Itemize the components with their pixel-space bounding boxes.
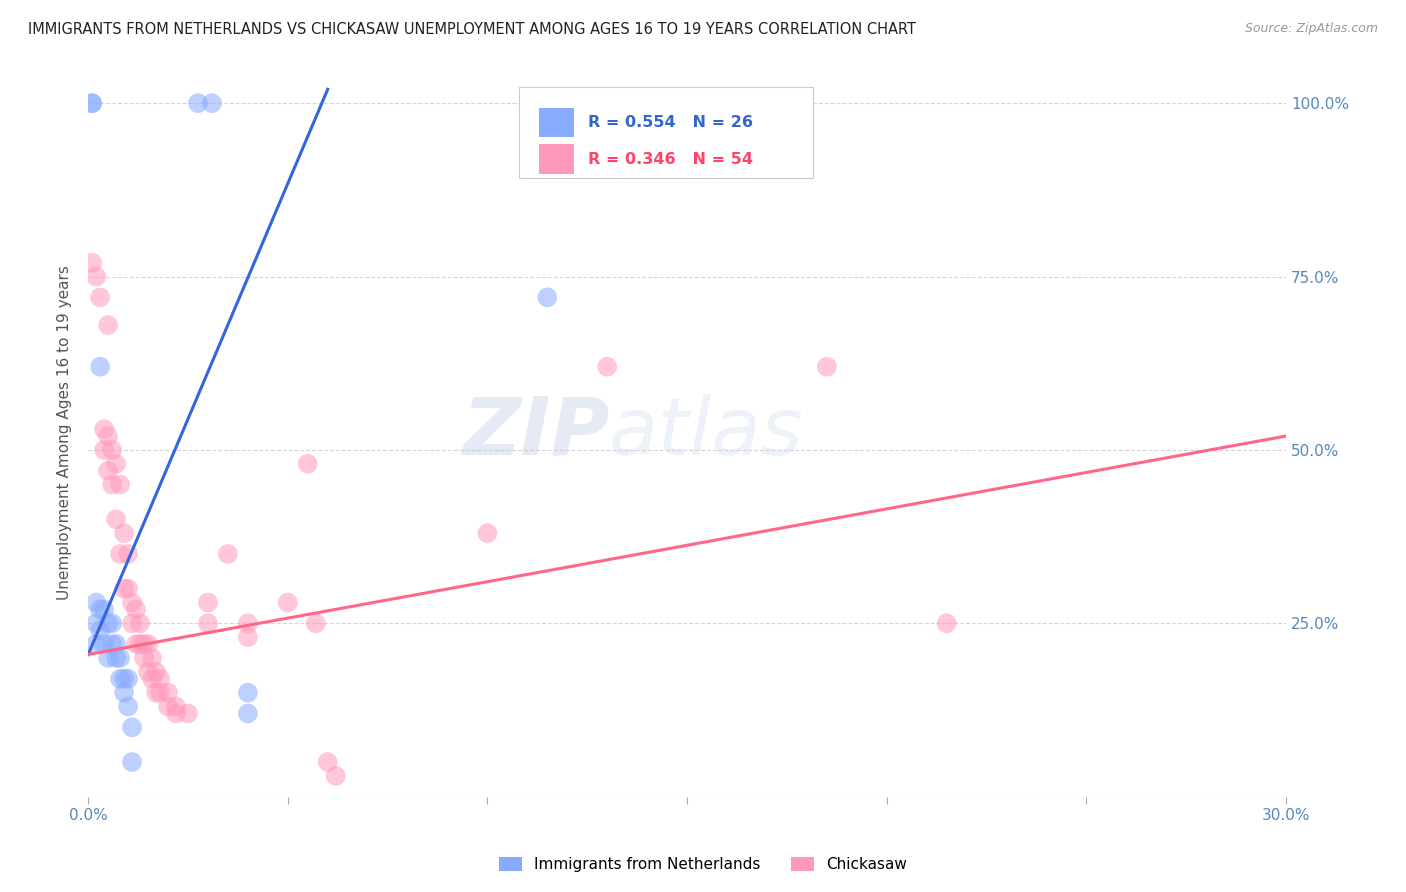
Point [217, 547, 239, 561]
Point [536, 290, 558, 304]
Point [112, 672, 135, 686]
FancyBboxPatch shape [538, 108, 575, 136]
Point [82, 96, 104, 111]
Point [129, 637, 152, 651]
Point [93, 442, 115, 457]
Point [132, 637, 155, 651]
Point [105, 512, 128, 526]
Point [108, 477, 131, 491]
Point [815, 359, 838, 374]
Point [121, 755, 143, 769]
Point [101, 442, 124, 457]
Point [297, 457, 319, 471]
Point [149, 686, 172, 700]
Point [84, 269, 107, 284]
Point [132, 651, 155, 665]
Point [325, 769, 347, 783]
Point [105, 637, 128, 651]
Point [136, 665, 159, 679]
Point [82, 256, 104, 270]
Legend: Immigrants from Netherlands, Chickasaw: Immigrants from Netherlands, Chickasaw [491, 849, 915, 880]
Point [97, 464, 120, 478]
Point [97, 616, 120, 631]
Point [89, 624, 111, 638]
Point [141, 672, 163, 686]
Point [477, 526, 499, 541]
Point [93, 422, 115, 436]
Point [277, 595, 299, 609]
Point [141, 651, 163, 665]
Point [105, 457, 128, 471]
Point [101, 637, 124, 651]
FancyBboxPatch shape [519, 87, 813, 178]
Point [108, 547, 131, 561]
Point [316, 755, 339, 769]
Point [84, 595, 107, 609]
Point [236, 616, 259, 631]
Point [121, 595, 143, 609]
Point [108, 651, 131, 665]
Point [84, 637, 107, 651]
Point [84, 616, 107, 631]
Point [117, 582, 139, 596]
Point [117, 699, 139, 714]
Point [89, 602, 111, 616]
Point [121, 720, 143, 734]
Point [236, 686, 259, 700]
Point [93, 602, 115, 616]
Point [82, 96, 104, 111]
Text: R = 0.346   N = 54: R = 0.346 N = 54 [588, 152, 752, 167]
Point [112, 526, 135, 541]
Point [305, 616, 328, 631]
Point [177, 706, 200, 721]
Point [156, 699, 179, 714]
Point [136, 637, 159, 651]
Point [149, 672, 172, 686]
Point [117, 547, 139, 561]
Point [117, 672, 139, 686]
Text: Source: ZipAtlas.com: Source: ZipAtlas.com [1244, 22, 1378, 36]
Point [125, 602, 148, 616]
Point [105, 651, 128, 665]
Point [596, 359, 619, 374]
Point [97, 651, 120, 665]
Point [156, 686, 179, 700]
Point [236, 706, 259, 721]
Point [129, 616, 152, 631]
Text: atlas: atlas [609, 393, 804, 472]
Text: ZIP: ZIP [461, 393, 609, 472]
Point [145, 686, 167, 700]
Point [97, 318, 120, 332]
Point [187, 96, 209, 111]
Y-axis label: Unemployment Among Ages 16 to 19 years: Unemployment Among Ages 16 to 19 years [58, 265, 72, 600]
Point [201, 96, 224, 111]
Point [165, 699, 187, 714]
Point [93, 637, 115, 651]
Point [108, 672, 131, 686]
Point [101, 616, 124, 631]
Point [935, 616, 957, 631]
Point [121, 616, 143, 631]
Point [165, 706, 187, 721]
Point [145, 665, 167, 679]
Point [101, 477, 124, 491]
Point [125, 637, 148, 651]
Point [97, 429, 120, 443]
Point [197, 616, 219, 631]
Point [89, 359, 111, 374]
Text: R = 0.554   N = 26: R = 0.554 N = 26 [588, 115, 752, 129]
Point [197, 595, 219, 609]
Text: IMMIGRANTS FROM NETHERLANDS VS CHICKASAW UNEMPLOYMENT AMONG AGES 16 TO 19 YEARS : IMMIGRANTS FROM NETHERLANDS VS CHICKASAW… [28, 22, 917, 37]
Point [89, 290, 111, 304]
Point [236, 630, 259, 644]
FancyBboxPatch shape [538, 145, 575, 174]
Point [112, 686, 135, 700]
Point [112, 582, 135, 596]
